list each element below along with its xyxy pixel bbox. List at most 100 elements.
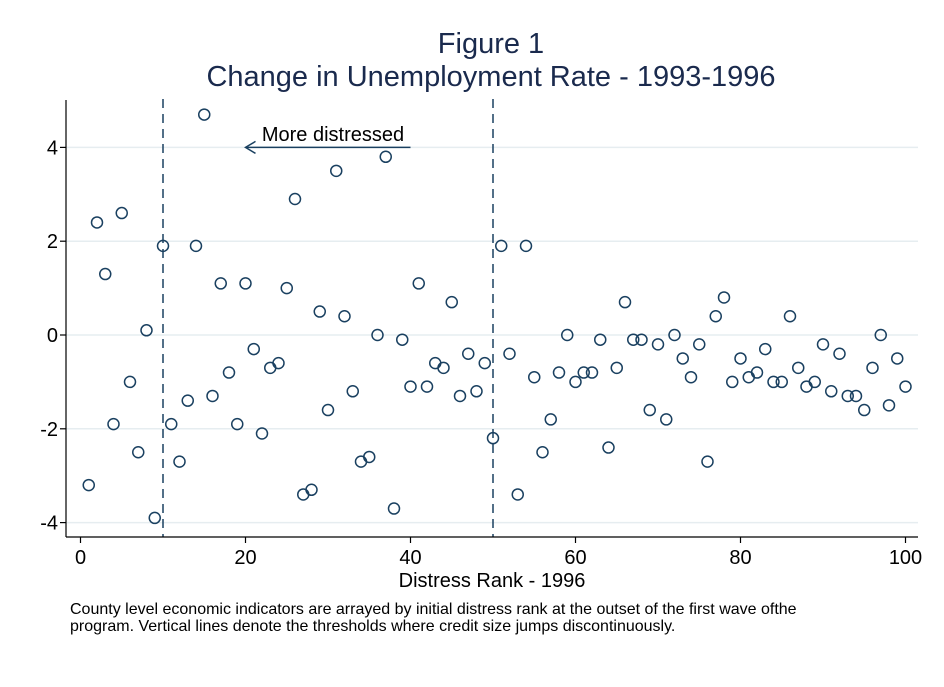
data-point [132,446,145,459]
annotation: More distressed [244,124,411,155]
data-point [363,450,376,464]
chart-title-line2: Change in Unemployment Rate - 1993-1996 [206,61,776,93]
x-tick-label: 20 [234,547,256,569]
data-point [148,511,161,525]
data-point [594,333,607,346]
data-point [668,328,681,342]
data-point [297,488,310,501]
data-point [783,309,797,323]
data-point [478,356,491,370]
data-point [445,295,458,309]
data-point [379,150,392,164]
x-tick-label: 40 [399,547,421,569]
data-point [420,380,434,393]
data-point [371,328,384,342]
data-point [874,328,887,342]
y-tick-label: 2 [47,231,58,253]
data-point [222,366,236,379]
x-tick-label: 100 [889,547,922,569]
x-tick-label: 60 [564,547,586,569]
data-point [841,389,854,403]
y-tick-label: -2 [40,419,58,441]
data-points [82,108,912,525]
data-point [734,352,747,365]
x-tick-label: 0 [75,547,86,569]
annotation-label: More distressed [262,124,404,146]
data-point [709,309,722,323]
data-point [115,206,128,220]
data-point [750,366,764,379]
data-point [602,441,615,454]
data-point [156,239,170,253]
data-point [280,281,293,295]
data-point [676,352,689,365]
data-point [825,385,838,398]
data-point [247,342,260,356]
data-point [693,338,706,351]
annotation-arrow-head [244,140,256,155]
data-point [495,239,508,253]
data-point [519,239,533,253]
data-point [387,502,401,515]
axes [65,100,918,538]
data-point [462,347,475,361]
data-point [90,216,104,229]
figure-note: County level economic indicators are arr… [70,601,797,635]
data-point [808,375,821,389]
data-point [140,324,153,337]
data-point [437,361,450,375]
y-tick-label: 0 [47,325,58,347]
data-point [470,385,483,398]
data-point [833,347,846,361]
data-point [330,164,343,178]
data-point [849,389,863,403]
chart-title-line1: Figure 1 [437,28,545,60]
data-point [82,478,95,492]
data-point [792,361,805,375]
data-point [618,295,632,309]
gridlines [66,146,918,524]
data-point [536,446,549,459]
data-point [866,361,879,375]
data-point [313,305,326,318]
data-point [305,483,318,497]
data-point [742,370,755,384]
y-tick-label: -4 [40,513,58,535]
data-point [544,413,557,426]
data-point [816,338,830,351]
data-point [882,399,896,412]
data-point [717,291,731,304]
data-point [660,413,673,426]
data-point [173,455,186,468]
data-point [214,277,227,290]
data-point [404,380,417,393]
data-point [899,380,912,393]
data-point [354,455,368,468]
data-point [759,342,772,356]
data-point [569,375,582,389]
data-point [412,277,425,290]
data-point [123,375,137,389]
data-point [511,488,524,501]
data-point [726,375,739,389]
data-point [346,385,359,398]
data-point [651,338,665,351]
data-point [775,375,788,389]
x-tick-label: 80 [729,547,751,569]
data-point [767,375,780,389]
data-point [643,403,656,417]
data-point [396,333,409,346]
data-point [610,361,623,375]
data-point [189,239,203,253]
data-point [627,333,640,346]
data-point [585,366,599,379]
data-point [181,394,194,407]
data-point [635,333,648,346]
data-point [429,356,442,370]
threshold-lines [162,99,494,537]
data-point [503,347,516,361]
data-point [264,361,277,375]
data-point [552,366,566,379]
data-point [231,417,244,431]
